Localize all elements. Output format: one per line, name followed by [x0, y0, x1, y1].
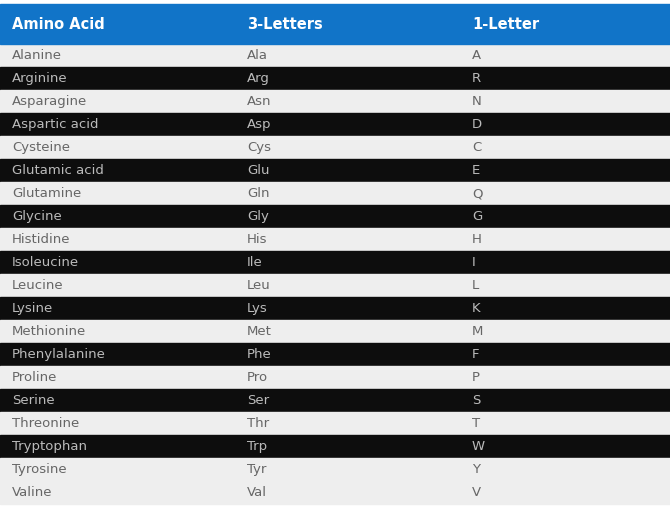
Bar [0, 458, 670, 481]
Text: H: H [472, 233, 482, 246]
Text: Met: Met [247, 325, 272, 338]
Text: Serine: Serine [12, 394, 55, 407]
Bar [0, 412, 670, 435]
Text: Isoleucine: Isoleucine [12, 256, 79, 269]
Text: T: T [472, 417, 480, 430]
Text: Lys: Lys [247, 302, 268, 315]
Text: Threonine: Threonine [12, 417, 79, 430]
Text: Alanine: Alanine [12, 49, 62, 62]
Text: E: E [472, 164, 480, 177]
Text: His: His [247, 233, 267, 246]
Text: F: F [472, 348, 480, 361]
Text: Aspartic acid: Aspartic acid [12, 118, 98, 131]
Bar [0, 366, 670, 389]
Text: Pro: Pro [247, 371, 268, 384]
Text: 3-Letters: 3-Letters [247, 16, 323, 32]
Text: Q: Q [472, 187, 482, 200]
Bar [0, 481, 670, 504]
Text: I: I [472, 256, 476, 269]
Bar [0, 90, 670, 113]
Text: D: D [472, 118, 482, 131]
Bar [0, 159, 670, 182]
Text: Cys: Cys [247, 141, 271, 154]
Text: Leucine: Leucine [12, 279, 64, 292]
Text: Histidine: Histidine [12, 233, 70, 246]
Text: K: K [472, 302, 480, 315]
Text: Valine: Valine [12, 486, 52, 499]
Text: Leu: Leu [247, 279, 271, 292]
Text: Tyrosine: Tyrosine [12, 463, 66, 476]
Text: Glutamic acid: Glutamic acid [12, 164, 104, 177]
Text: Y: Y [472, 463, 480, 476]
Text: Lysine: Lysine [12, 302, 53, 315]
Text: Arginine: Arginine [12, 72, 68, 85]
Text: Asparagine: Asparagine [12, 95, 87, 108]
Text: A: A [472, 49, 481, 62]
Text: Asn: Asn [247, 95, 271, 108]
Text: Phenylalanine: Phenylalanine [12, 348, 106, 361]
Text: Gly: Gly [247, 210, 269, 223]
Text: Tyr: Tyr [247, 463, 267, 476]
Text: G: G [472, 210, 482, 223]
Text: Gln: Gln [247, 187, 269, 200]
Bar [0, 205, 670, 228]
Text: Trp: Trp [247, 440, 267, 453]
Text: C: C [472, 141, 481, 154]
Text: S: S [472, 394, 480, 407]
Text: Cysteine: Cysteine [12, 141, 70, 154]
Text: Glu: Glu [247, 164, 269, 177]
Text: Tryptophan: Tryptophan [12, 440, 87, 453]
Text: Ile: Ile [247, 256, 263, 269]
Text: P: P [472, 371, 480, 384]
Text: Glutamine: Glutamine [12, 187, 81, 200]
Bar [0, 435, 670, 458]
Text: 1-Letter: 1-Letter [472, 16, 539, 32]
Bar [0, 228, 670, 251]
Text: V: V [472, 486, 481, 499]
Text: Arg: Arg [247, 72, 270, 85]
Text: Ser: Ser [247, 394, 269, 407]
Text: W: W [472, 440, 485, 453]
Text: N: N [472, 95, 482, 108]
Text: Glycine: Glycine [12, 210, 62, 223]
Text: Phe: Phe [247, 348, 272, 361]
Bar [0, 274, 670, 297]
Bar [0, 113, 670, 136]
Text: M: M [472, 325, 483, 338]
Text: L: L [472, 279, 479, 292]
Text: Val: Val [247, 486, 267, 499]
Bar [0, 320, 670, 343]
Text: Thr: Thr [247, 417, 269, 430]
Bar [0, 297, 670, 320]
Text: Proline: Proline [12, 371, 58, 384]
Text: Amino Acid: Amino Acid [12, 16, 105, 32]
Text: Methionine: Methionine [12, 325, 86, 338]
Bar [0, 136, 670, 159]
Bar [0, 389, 670, 412]
Text: Asp: Asp [247, 118, 271, 131]
Bar [0, 44, 670, 67]
Bar [0, 4, 670, 44]
Bar [0, 251, 670, 274]
Bar [0, 67, 670, 90]
Text: Ala: Ala [247, 49, 268, 62]
Text: R: R [472, 72, 481, 85]
Bar [0, 182, 670, 205]
Bar [0, 343, 670, 366]
